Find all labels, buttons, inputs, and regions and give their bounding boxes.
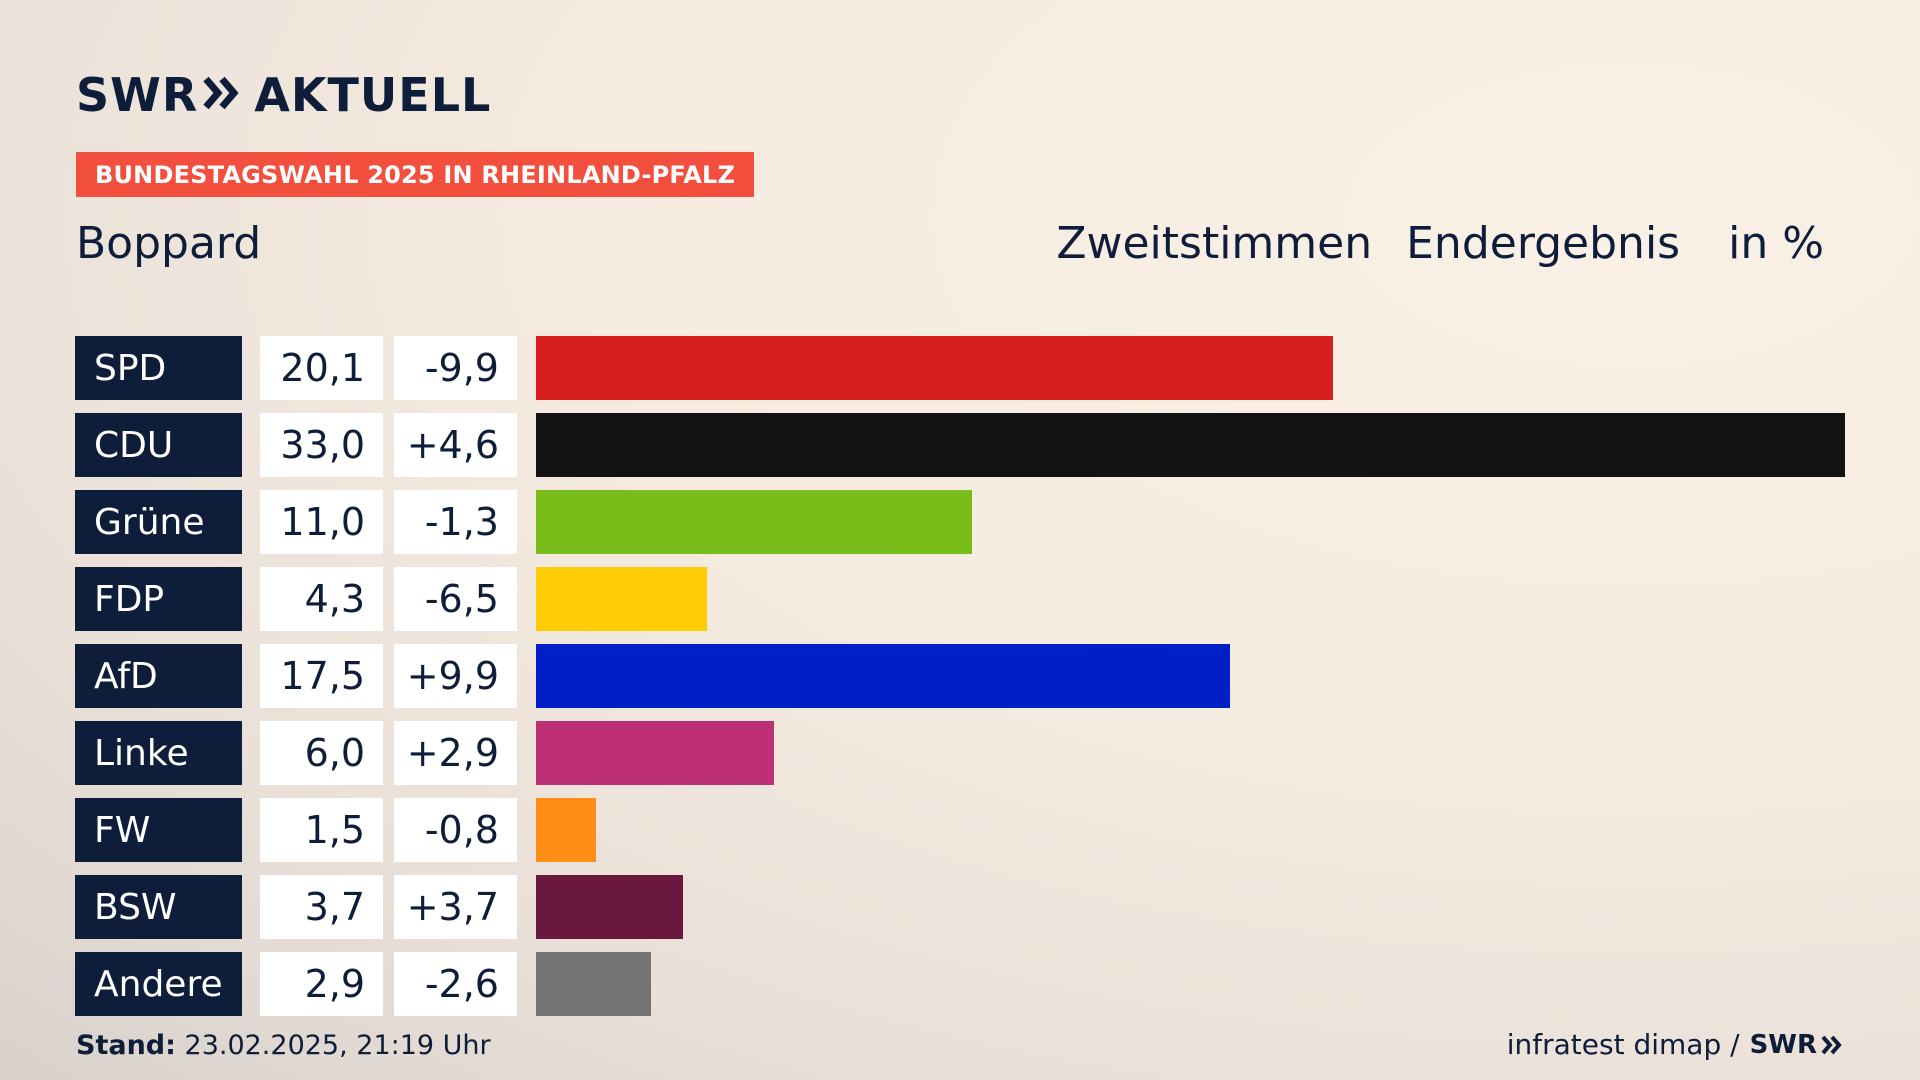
result-row: FW 1,5 -0,8 <box>75 798 1845 862</box>
swr-small-logo: SWR <box>1750 1030 1844 1060</box>
party-label: FW <box>75 798 242 862</box>
party-label: AfD <box>75 644 242 708</box>
result-bar <box>536 567 707 631</box>
party-label: Linke <box>75 721 242 785</box>
unit-label: in % <box>1728 218 1824 269</box>
result-row: Grüne 11,0 -1,3 <box>75 490 1845 554</box>
chart-subtitle: Zweitstimmen Endergebnis in % <box>1056 218 1824 269</box>
result-bar <box>536 336 1333 400</box>
footer-source: infratest dimap / SWR <box>1507 1028 1844 1061</box>
vote-share-value: 4,3 <box>260 567 383 631</box>
vote-change-value: -1,3 <box>394 490 517 554</box>
vote-share-value: 2,9 <box>260 952 383 1016</box>
result-type-label: Endergebnis <box>1406 218 1681 269</box>
result-bar <box>536 644 1230 708</box>
vote-change-value: -2,6 <box>394 952 517 1016</box>
party-label: CDU <box>75 413 242 477</box>
vote-share-value: 1,5 <box>260 798 383 862</box>
vote-share-value: 11,0 <box>260 490 383 554</box>
vote-change-value: -9,9 <box>394 336 517 400</box>
result-row: FDP 4,3 -6,5 <box>75 567 1845 631</box>
vote-change-value: +4,6 <box>394 413 517 477</box>
source-text: infratest dimap / <box>1506 1028 1740 1061</box>
result-bar <box>536 798 596 862</box>
vote-change-value: +3,7 <box>394 875 517 939</box>
party-label: FDP <box>75 567 242 631</box>
double-chevron-icon <box>202 68 240 122</box>
vote-share-value: 20,1 <box>260 336 383 400</box>
party-label: Andere <box>75 952 242 1016</box>
result-row: BSW 3,7 +3,7 <box>75 875 1845 939</box>
vote-share-value: 33,0 <box>260 413 383 477</box>
election-badge: BUNDESTAGSWAHL 2025 IN RHEINLAND-PFALZ <box>76 152 755 197</box>
vote-change-value: -0,8 <box>394 798 517 862</box>
vote-share-value: 17,5 <box>260 644 383 708</box>
result-row: SPD 20,1 -9,9 <box>75 336 1845 400</box>
result-bar <box>536 413 1845 477</box>
swr-small-text: SWR <box>1749 1029 1817 1060</box>
result-row: Linke 6,0 +2,9 <box>75 721 1845 785</box>
place-title: Boppard <box>76 218 262 269</box>
result-bar <box>536 490 972 554</box>
vote-share-value: 3,7 <box>260 875 383 939</box>
result-bar <box>536 875 683 939</box>
vote-change-value: -6,5 <box>394 567 517 631</box>
vote-change-value: +2,9 <box>394 721 517 785</box>
stand-label: Stand: <box>76 1030 176 1061</box>
small-double-chevron-icon <box>1821 1035 1842 1054</box>
party-label: SPD <box>75 336 242 400</box>
vote-type-label: Zweitstimmen <box>1056 218 1373 269</box>
party-label: Grüne <box>75 490 242 554</box>
party-label: BSW <box>75 875 242 939</box>
result-row: Andere 2,9 -2,6 <box>75 952 1845 1016</box>
swr-aktuell-logo: SWR AKTUELL <box>76 68 491 122</box>
result-bar <box>536 721 774 785</box>
result-bar <box>536 952 651 1016</box>
footer-timestamp: Stand: 23.02.2025, 21:19 Uhr <box>76 1030 491 1061</box>
stand-value: 23.02.2025, 21:19 Uhr <box>184 1030 491 1061</box>
vote-share-value: 6,0 <box>260 721 383 785</box>
result-row: AfD 17,5 +9,9 <box>75 644 1845 708</box>
logo-swr-text: SWR <box>76 68 199 122</box>
logo-aktuell-text: AKTUELL <box>254 68 492 122</box>
vote-change-value: +9,9 <box>394 644 517 708</box>
result-row: CDU 33,0 +4,6 <box>75 413 1845 477</box>
